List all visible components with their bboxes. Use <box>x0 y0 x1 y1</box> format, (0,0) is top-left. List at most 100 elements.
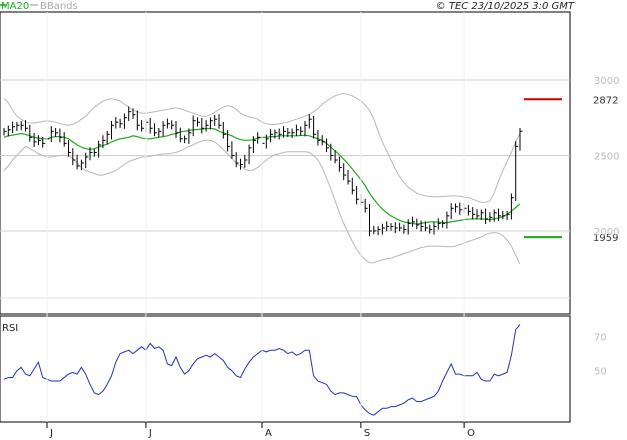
price-bar <box>304 121 308 137</box>
price-bar <box>123 113 127 129</box>
price-bar <box>231 141 235 159</box>
price-bar <box>29 124 33 142</box>
price-bar <box>510 193 514 220</box>
price-bar <box>3 127 7 136</box>
price-bar <box>80 159 84 171</box>
price-bar <box>98 140 102 158</box>
price-bar <box>111 121 114 140</box>
price-bar <box>381 223 385 235</box>
price-bar <box>20 121 24 131</box>
price-bar <box>93 149 97 157</box>
rsi-y-axis: 70 50 <box>594 333 607 378</box>
price-bar <box>201 118 205 134</box>
price-bar <box>115 117 119 129</box>
price-bar <box>390 223 394 231</box>
rsi-y-tick: 70 <box>594 333 607 344</box>
bb-legend-label: BBands <box>40 1 78 12</box>
price-bar <box>25 120 28 132</box>
price-bar <box>416 218 420 230</box>
price-bar <box>154 123 157 137</box>
price-bar <box>214 114 218 126</box>
price-bar <box>55 127 59 138</box>
price-bar <box>50 126 54 143</box>
price-bar <box>313 115 317 139</box>
price-bar <box>149 118 153 134</box>
price-bar <box>209 117 213 130</box>
copyright-label: © TEC 23/10/2025 3:0 GMT <box>436 1 575 12</box>
price-bar <box>188 128 192 144</box>
resistance-level-label: 2872 <box>593 95 618 106</box>
price-bar <box>158 127 162 138</box>
price-bar <box>506 211 510 221</box>
price-y-tick: 3000 <box>594 76 619 87</box>
price-bar <box>498 208 501 221</box>
price-bar <box>12 121 16 134</box>
price-bar <box>227 130 231 152</box>
price-bar <box>472 207 476 220</box>
price-bar <box>42 137 46 148</box>
price-bar <box>240 158 243 170</box>
price-bar <box>136 110 140 131</box>
price-bar <box>141 120 145 132</box>
price-bar <box>192 115 196 137</box>
price-bar <box>351 177 355 195</box>
price-bar <box>63 132 67 147</box>
price-y-tick: 2500 <box>594 151 619 162</box>
price-bar <box>480 209 484 221</box>
price-bar <box>85 152 89 169</box>
price-bar <box>33 133 37 147</box>
price-bar <box>179 127 183 143</box>
price-bar <box>412 216 415 227</box>
time-tick-label: J <box>148 428 152 439</box>
price-y-axis: 3000 2500 2000 <box>594 76 619 238</box>
price-bar <box>321 135 325 146</box>
price-bar <box>59 128 63 143</box>
price-bar <box>300 126 304 136</box>
price-bar <box>7 125 11 137</box>
price-levels: 2872 1959 <box>524 95 618 244</box>
price-bar <box>166 118 170 129</box>
price-bar <box>265 134 269 149</box>
price-bar <box>347 169 351 185</box>
price-bar <box>459 202 463 215</box>
price-bar <box>37 135 41 146</box>
price-bar <box>248 144 252 165</box>
price-bar <box>317 130 321 146</box>
price-bar <box>89 147 93 161</box>
price-bar <box>102 135 106 149</box>
rsi-y-tick: 50 <box>594 367 607 378</box>
price-bar <box>274 129 278 139</box>
price-bar <box>222 121 226 139</box>
price-bar <box>235 152 239 168</box>
price-bar <box>373 225 377 235</box>
price-bar <box>502 210 506 220</box>
price-bar <box>76 154 80 170</box>
price-bar <box>399 222 403 232</box>
price-bar <box>489 212 493 223</box>
price-panel-frame <box>0 11 571 315</box>
price-bar <box>338 156 342 172</box>
time-tick-label: O <box>467 428 475 439</box>
price-bar <box>326 138 329 153</box>
price-bar <box>420 220 424 232</box>
price-bar <box>175 121 179 138</box>
time-tick-label: A <box>265 428 272 439</box>
price-bar <box>394 222 398 234</box>
price-bar <box>407 219 411 235</box>
price-bar <box>308 114 312 129</box>
price-bar <box>132 108 136 119</box>
price-bar <box>252 136 256 154</box>
price-bar <box>515 141 519 202</box>
support-level-label: 1959 <box>593 233 618 244</box>
price-bar <box>356 185 360 205</box>
price-bar <box>467 204 471 216</box>
price-bar <box>424 221 428 232</box>
price-bar <box>369 204 372 237</box>
price-bar <box>476 209 480 220</box>
price-bar <box>437 218 441 230</box>
price-bar <box>197 117 200 127</box>
time-tick-label: S <box>364 428 370 439</box>
